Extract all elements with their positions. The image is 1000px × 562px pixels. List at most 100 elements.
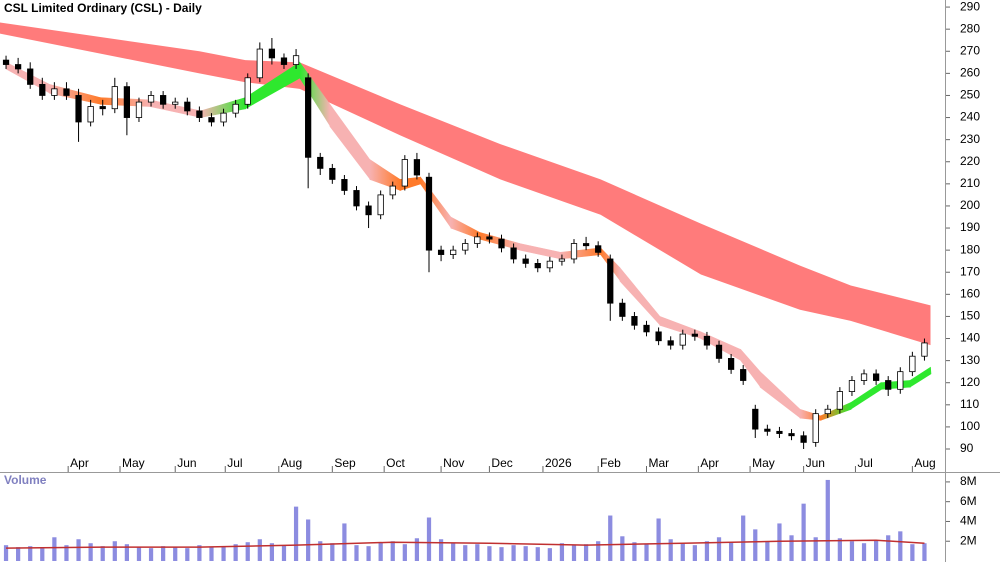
candle-body <box>788 433 795 437</box>
candle-body <box>292 55 300 65</box>
volume-bar <box>3 545 9 561</box>
volume-bar <box>583 544 589 561</box>
volume-bar <box>728 542 734 561</box>
candle-body <box>727 358 735 370</box>
candle-body <box>860 373 868 381</box>
candle-body <box>872 373 880 381</box>
volume-bar <box>185 548 190 561</box>
volume-bar <box>281 545 287 561</box>
candle-body <box>667 340 674 346</box>
candle-body <box>522 258 529 264</box>
volume-bar <box>414 538 420 561</box>
candle-body <box>824 408 831 415</box>
candle-body <box>220 112 227 123</box>
candle-body <box>51 88 58 96</box>
candle-body <box>703 335 711 346</box>
volume-bar <box>765 541 770 561</box>
volume-bar <box>571 545 577 561</box>
candle-body <box>836 391 843 410</box>
candle-body <box>764 428 771 432</box>
y-tick-label: 280 <box>960 21 980 35</box>
volume-bar <box>837 538 842 561</box>
candle-body <box>147 95 155 103</box>
candle-body <box>329 167 336 180</box>
volume-bar <box>112 541 117 561</box>
volume-bar <box>620 536 625 561</box>
volume-bar <box>124 544 130 561</box>
volume-bar <box>390 541 395 561</box>
candle-body <box>87 106 94 123</box>
volume-bar <box>608 515 613 561</box>
volume-bar <box>535 547 540 561</box>
candle-body <box>885 380 892 390</box>
x-tick-label: Mar <box>649 456 670 470</box>
candle-body <box>679 333 686 346</box>
candle-body <box>582 243 590 247</box>
volume-bar <box>511 545 516 561</box>
x-tick-label: May <box>752 456 775 470</box>
volume-bar <box>40 548 45 561</box>
y-tick-label: 110 <box>960 397 979 411</box>
candle-body <box>450 249 457 255</box>
volume-bar <box>64 545 69 561</box>
volume-bar <box>849 541 855 561</box>
volume-y-tick-label: 2M <box>960 533 977 547</box>
candle-body <box>305 77 312 158</box>
candle-body <box>631 316 638 326</box>
candle-body <box>800 435 807 443</box>
candle-body <box>2 59 10 65</box>
volume-bar <box>632 542 637 561</box>
candle-body <box>268 48 276 59</box>
y-tick-label: 200 <box>960 198 980 212</box>
candle-body <box>595 245 602 253</box>
candle-body <box>776 430 783 434</box>
volume-bar <box>777 523 782 561</box>
y-tick-label: 270 <box>960 43 980 57</box>
candle-body <box>413 159 421 176</box>
candle-body <box>256 48 263 79</box>
volume-bar <box>402 544 407 561</box>
volume-y-tick-label: 6M <box>960 494 977 508</box>
candle-body <box>558 258 566 262</box>
candle-body <box>184 101 191 112</box>
volume-bar <box>438 539 444 561</box>
volume-bar <box>463 545 468 561</box>
candle-body <box>607 258 614 304</box>
y-tick-label: 160 <box>960 287 980 301</box>
volume-bar <box>741 515 746 561</box>
volume-title: Volume <box>4 473 47 487</box>
candle-body <box>462 243 469 251</box>
candle-body <box>546 260 553 269</box>
x-tick-label: Sep <box>334 456 356 470</box>
volume-bar <box>354 545 359 561</box>
candle-body <box>474 236 481 244</box>
y-tick-label: 190 <box>960 220 980 234</box>
volume-bar <box>28 546 33 561</box>
candle-body <box>909 355 916 373</box>
x-tick-label: Jul <box>857 456 872 470</box>
volume-bar <box>330 543 335 561</box>
candle-body <box>15 64 22 70</box>
y-tick-label: 240 <box>960 110 980 124</box>
y-tick-label: 140 <box>960 331 980 345</box>
x-tick-label: Apr <box>700 456 719 470</box>
candle-body <box>752 408 759 430</box>
chart-title: CSL Limited Ordinary (CSL) - Daily <box>4 1 202 15</box>
volume-bar <box>487 546 492 561</box>
y-tick-label: 250 <box>960 88 980 102</box>
x-tick-label: Dec <box>491 456 512 470</box>
volume-bar <box>76 539 81 561</box>
volume-y-tick-label: 4M <box>960 514 977 528</box>
volume-bar <box>269 543 275 561</box>
x-tick-label: May <box>122 456 145 470</box>
candle-body <box>75 95 82 123</box>
candle-body <box>244 77 251 105</box>
y-tick-label: 180 <box>960 242 980 256</box>
volume-bar <box>886 535 891 561</box>
y-tick-label: 130 <box>960 353 980 367</box>
volume-bar <box>910 544 915 561</box>
candle-body <box>353 190 360 207</box>
candle-body <box>39 84 46 96</box>
